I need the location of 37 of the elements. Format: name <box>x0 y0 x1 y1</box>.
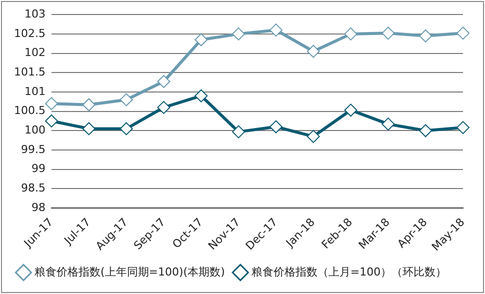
point <box>456 26 470 40</box>
point <box>419 29 432 42</box>
y-tick-label: 103 <box>24 7 46 20</box>
point <box>44 97 58 110</box>
point <box>344 27 358 40</box>
point <box>82 122 96 136</box>
point <box>157 100 170 114</box>
point <box>232 125 246 138</box>
point <box>269 120 282 134</box>
y-tick-label: 102 <box>24 46 46 60</box>
point <box>157 75 170 88</box>
point <box>306 44 320 58</box>
point <box>306 130 320 143</box>
point <box>120 122 133 136</box>
point <box>269 24 282 37</box>
y-tick-label: 99.5 <box>20 142 46 156</box>
point <box>120 93 133 106</box>
point <box>194 89 208 102</box>
point <box>344 104 358 117</box>
y-tick-label: 102.5 <box>14 26 46 40</box>
point <box>382 118 395 131</box>
point <box>382 26 395 40</box>
y-tick-label: 100.5 <box>14 104 46 118</box>
point <box>44 114 58 128</box>
y-tick-label: 101 <box>24 84 46 98</box>
y-tick-label: 98 <box>31 200 46 214</box>
y-tick-label: 100 <box>24 124 46 137</box>
y-tick-label: 98.5 <box>20 182 46 195</box>
legend-label: 粮食价格指数（上月=100）（环比数） <box>251 265 447 278</box>
point <box>194 33 208 46</box>
legend-label: 粮食价格指数(上年同期=100)(本期数) <box>34 265 225 278</box>
point <box>232 27 246 40</box>
point <box>419 124 432 138</box>
point <box>456 121 470 134</box>
y-tick-label: 99 <box>31 162 46 176</box>
point <box>82 98 96 112</box>
y-tick-label: 101.5 <box>14 65 46 78</box>
